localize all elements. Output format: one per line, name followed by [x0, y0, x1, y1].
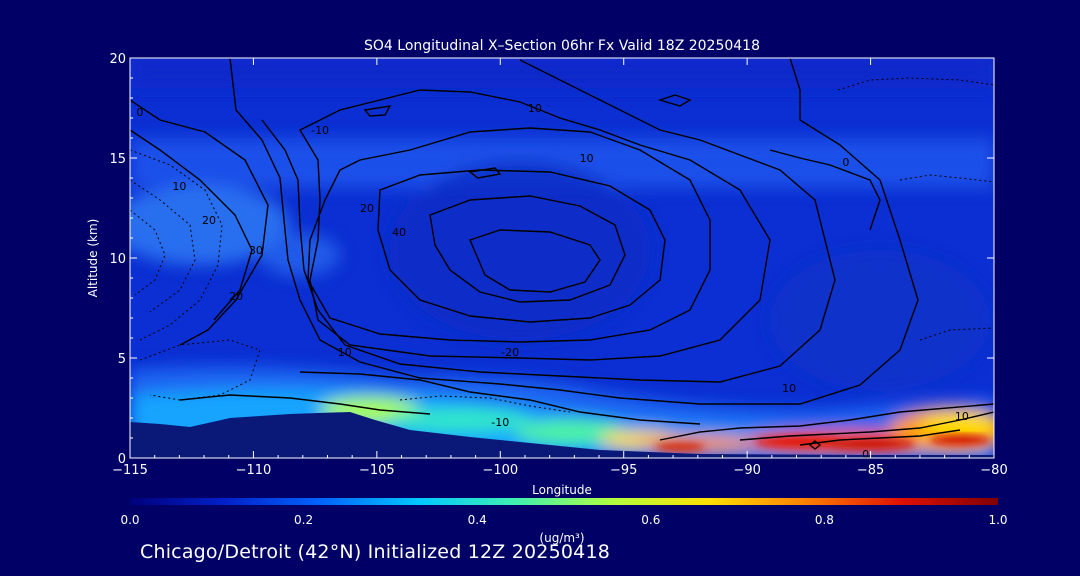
contour-label: -10 [311, 124, 329, 137]
colorbar-tick-label: 1.0 [988, 513, 1007, 527]
colorbar-tick-label: 0.0 [120, 513, 139, 527]
colorbar-tick-label: 0.2 [294, 513, 313, 527]
colorbar-units: (ug/m³) [539, 531, 584, 545]
contour-label: 30 [249, 244, 263, 257]
x-tick-label: −85 [857, 463, 884, 478]
y-tick-label: 0 [118, 452, 126, 467]
colorbar-tick-label: 0.8 [815, 513, 834, 527]
x-axis: −115 −110 −105 −100 −95 −90 −85 −80 [112, 58, 1008, 478]
x-tick-label: −80 [980, 463, 1007, 478]
chart-title: SO4 Longitudinal X–Section 06hr Fx Valid… [364, 38, 760, 54]
footer-caption: Chicago/Detroit (42°N) Initialized 12Z 2… [140, 541, 611, 563]
x-tick-label: −105 [359, 463, 395, 478]
contour-label: 20 [229, 290, 243, 303]
contour-label: 0 [842, 156, 849, 169]
contour-label: 10 [172, 180, 186, 193]
x-tick-label: −110 [236, 463, 272, 478]
contour-label: 10 [955, 410, 969, 423]
contour-label: -20 [501, 346, 519, 359]
colorbar-ticks: 0.0 0.2 0.4 0.6 0.8 1.0 [120, 513, 1007, 527]
contour-label: 10 [580, 152, 594, 165]
x-tick-label: −100 [482, 463, 518, 478]
contour-label: -10 [491, 416, 509, 429]
colorbar-tick-label: 0.4 [468, 513, 487, 527]
colorbar-tick-label: 0.6 [641, 513, 660, 527]
y-axis-label: Altitude (km) [86, 219, 100, 298]
plot-area: 0 -10 10 10 10 20 30 20 20 40 10 -20 -10 10 0 10 0 [130, 58, 994, 461]
x-tick-label: −95 [610, 463, 637, 478]
contour-label: 10 [528, 102, 542, 115]
y-tick-label: 10 [109, 252, 126, 267]
contour-label: 20 [202, 214, 216, 227]
y-tick-label: 15 [109, 152, 126, 167]
x-tick-label: −115 [112, 463, 148, 478]
colorbar [130, 498, 998, 505]
contour-label: 40 [392, 226, 406, 239]
terrain [130, 412, 994, 458]
contour-label: 0 [862, 448, 869, 461]
contour-label: 10 [782, 382, 796, 395]
y-axis: 0 5 10 15 20 [109, 52, 994, 467]
contour-labels: 0 -10 10 10 10 20 30 20 20 40 10 -20 -10 10 0 10 0 [136, 102, 969, 461]
y-tick-label: 5 [118, 352, 126, 367]
x-tick-label: −90 [733, 463, 760, 478]
y-tick-label: 20 [109, 52, 126, 67]
contours [130, 58, 994, 450]
dotted-contours [130, 77, 994, 413]
contour-label: 10 [338, 346, 352, 359]
x-axis-label: Longitude [532, 483, 592, 497]
contour-label: 0 [136, 106, 143, 119]
contour-label: 20 [360, 202, 374, 215]
